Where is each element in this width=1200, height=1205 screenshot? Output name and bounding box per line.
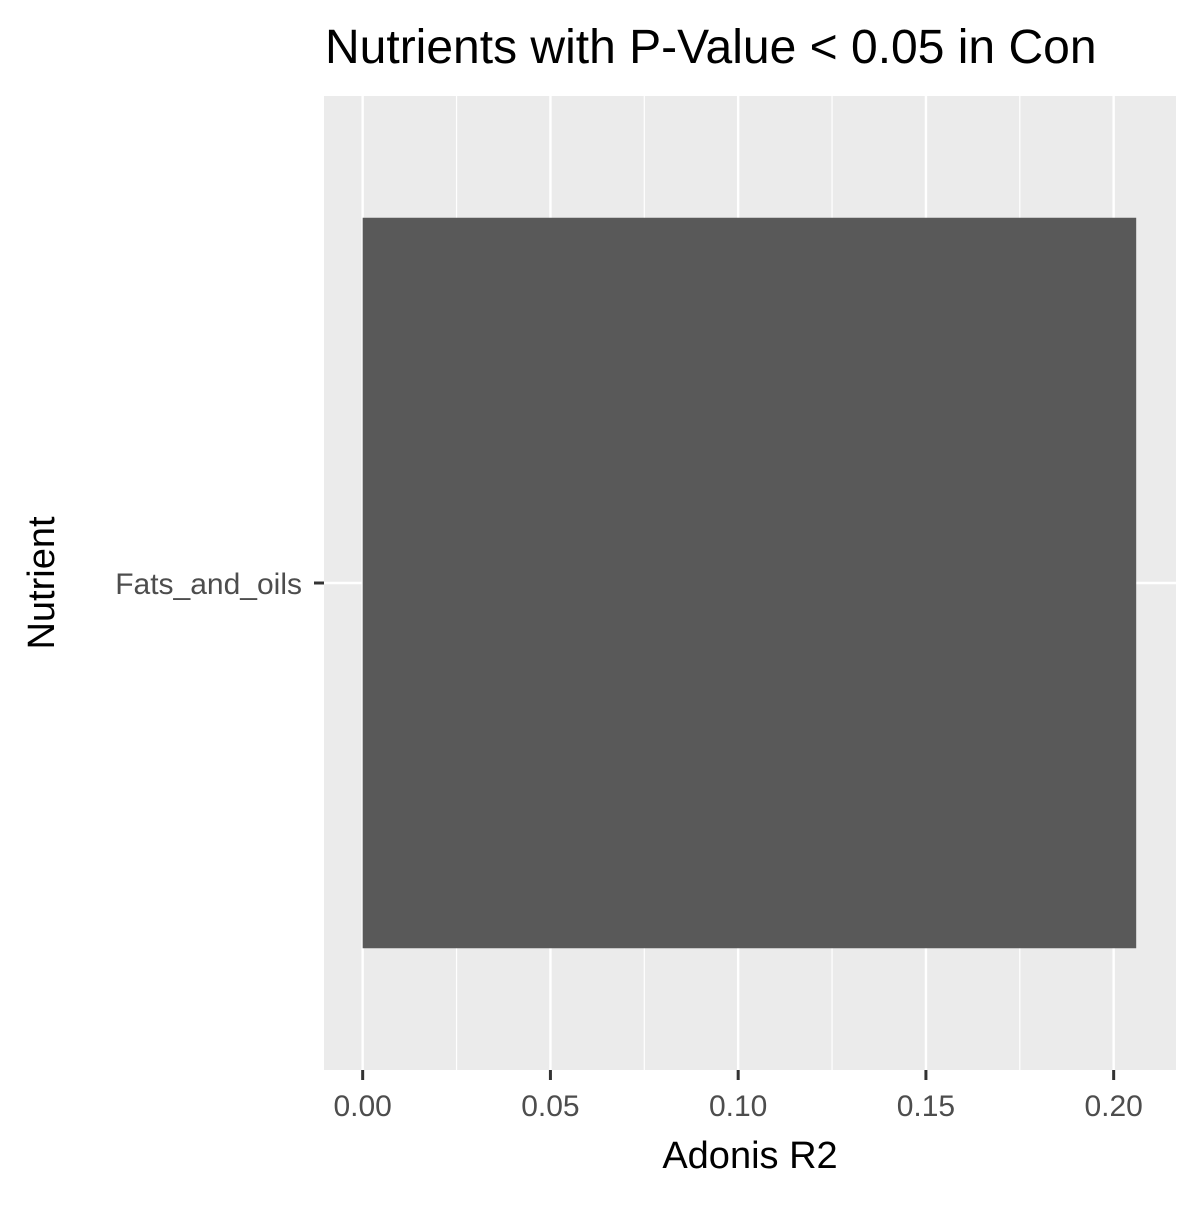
y-tick-label: Fats_and_oils xyxy=(115,568,302,601)
y-axis-title: Nutrient xyxy=(21,516,63,649)
plot-panel xyxy=(324,96,1176,1070)
x-axis: 0.00 0.05 0.10 0.15 0.20 xyxy=(333,1070,1143,1123)
x-tick-label: 0.20 xyxy=(1084,1090,1142,1123)
bars xyxy=(362,217,1137,949)
x-tick-label: 0.05 xyxy=(521,1090,579,1123)
x-tick-label: 0.10 xyxy=(709,1090,767,1123)
bar-Fats_and_oils xyxy=(362,217,1137,949)
x-axis-title: Adonis R2 xyxy=(662,1135,837,1177)
y-axis: Fats_and_oils xyxy=(115,568,324,601)
chart-title: Nutrients with P-Value < 0.05 in Con xyxy=(325,21,1097,74)
x-tick-label: 0.15 xyxy=(897,1090,955,1123)
x-tick-label: 0.00 xyxy=(333,1090,391,1123)
